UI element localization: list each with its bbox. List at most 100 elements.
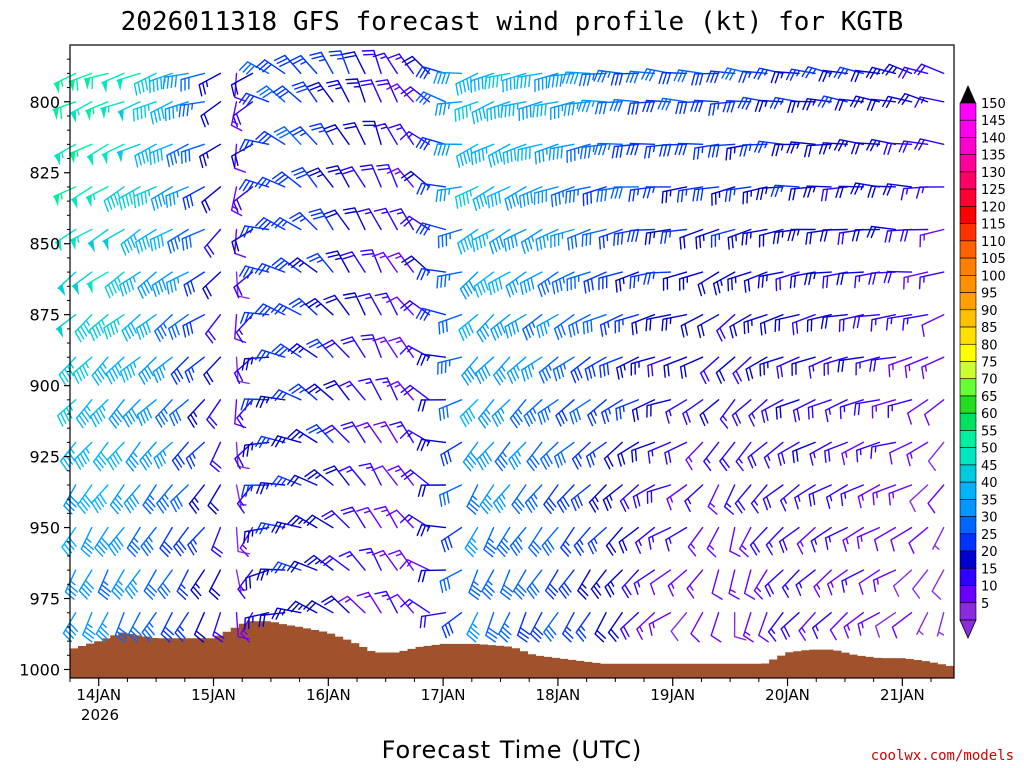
wind-barb-shaft — [590, 569, 607, 599]
wind-barb-shaft — [374, 590, 398, 614]
colorbar-label: 110 — [981, 235, 1006, 250]
terrain-layer — [70, 621, 954, 678]
wind-barb — [69, 143, 93, 164]
wind-barb-shaft — [471, 101, 495, 125]
wind-barb-shaft — [239, 265, 270, 279]
wind-barb-shaft — [636, 612, 656, 640]
wind-barb-shaft — [615, 271, 639, 293]
wind-barb — [754, 99, 784, 113]
wind-barb — [626, 142, 656, 156]
wind-barb — [100, 101, 125, 120]
wind-barb-shaft — [271, 435, 302, 448]
wind-barb-shaft — [80, 526, 94, 558]
colorbar-label: 10 — [981, 580, 998, 595]
wind-barb — [856, 526, 881, 550]
wind-barb — [258, 612, 286, 628]
wind-barb-shaft — [171, 441, 189, 471]
wind-barb — [909, 484, 929, 513]
wind-barb — [743, 314, 768, 335]
wind-barb-shaft — [851, 142, 881, 155]
wind-barb-shaft — [771, 143, 800, 157]
wind-barb-shaft — [140, 526, 157, 557]
wind-barb — [242, 441, 270, 458]
wind-barb — [780, 612, 800, 640]
wind-barb — [648, 612, 672, 636]
wind-barb — [487, 143, 511, 168]
wind-barb — [181, 228, 205, 251]
wind-barb-shaft — [167, 228, 189, 254]
wind-barb — [86, 271, 109, 294]
wind-barb-shaft — [524, 484, 543, 513]
wind-barb — [543, 612, 559, 642]
wind-barb — [170, 356, 189, 385]
wind-barb — [932, 526, 945, 550]
wind-barb — [777, 441, 800, 466]
wind-barb — [577, 569, 591, 600]
wind-barb-shaft — [550, 228, 575, 249]
wind-barb — [573, 526, 591, 556]
wind-barb-shaft — [125, 441, 141, 472]
wind-barb — [619, 484, 639, 512]
wind-barb-shaft — [190, 569, 205, 600]
wind-barb — [270, 475, 302, 488]
wind-barb — [505, 271, 527, 298]
wind-barb-shaft — [582, 314, 607, 335]
wind-barb-shaft — [502, 143, 527, 165]
wind-barb — [526, 441, 543, 472]
wind-barb-shaft — [271, 607, 302, 620]
wind-barb-shaft — [921, 314, 945, 337]
wind-barb-shaft — [304, 297, 334, 316]
wind-barb — [562, 612, 575, 643]
wind-barb — [289, 126, 318, 145]
colorbar-segment — [959, 240, 977, 259]
wind-barb-shaft — [128, 612, 142, 643]
wind-barb — [835, 185, 864, 199]
wind-barb-shaft — [466, 612, 480, 643]
wind-barb-shaft — [742, 612, 754, 643]
colorbar-label: 105 — [981, 252, 1006, 267]
wind-barb-shaft — [767, 612, 784, 642]
wind-barb — [306, 167, 334, 188]
colorbar-label: 80 — [981, 338, 998, 353]
wind-barb — [804, 143, 832, 158]
wind-barb — [897, 92, 929, 105]
wind-barb — [577, 99, 607, 113]
wind-barb-shaft — [733, 612, 747, 641]
wind-barb-shaft — [415, 66, 447, 80]
wind-barb — [373, 505, 398, 529]
wind-barb-shaft — [289, 54, 318, 75]
wind-barb — [121, 314, 141, 342]
wind-barb — [419, 612, 447, 629]
wind-barb — [674, 142, 704, 156]
wind-barb-shaft — [885, 314, 913, 331]
wind-barb-shaft — [387, 465, 414, 486]
wind-barb-shaft — [554, 441, 575, 468]
wind-barb — [373, 207, 398, 231]
wind-barb-shaft — [770, 71, 800, 84]
wind-barb — [116, 72, 141, 91]
colorbar-label: 55 — [981, 424, 998, 439]
wind-barb-shaft — [807, 399, 832, 420]
wind-barb-pennant — [102, 152, 108, 165]
wind-barb — [484, 72, 511, 90]
wind-barb-shaft — [834, 98, 864, 111]
wind-barb — [95, 612, 110, 643]
wind-barb-shaft — [570, 356, 591, 384]
wind-barb — [593, 69, 623, 83]
wind-barb — [699, 399, 720, 427]
wind-barb-shaft — [887, 399, 913, 419]
wind-barb — [202, 271, 222, 300]
wind-barb-shaft — [526, 569, 543, 599]
wind-barb — [850, 182, 881, 195]
wind-barb — [567, 228, 591, 251]
wind-barb-shaft — [523, 399, 543, 427]
wind-barb-shaft — [178, 101, 205, 118]
wind-barb-shaft — [618, 526, 639, 554]
wind-barb — [646, 484, 672, 504]
wind-barb — [852, 314, 881, 329]
wind-barb-shaft — [914, 96, 945, 108]
wind-barb-shaft — [490, 314, 511, 341]
wind-barb-shaft — [843, 612, 864, 639]
wind-barb — [208, 569, 222, 600]
wind-barb — [326, 79, 350, 103]
